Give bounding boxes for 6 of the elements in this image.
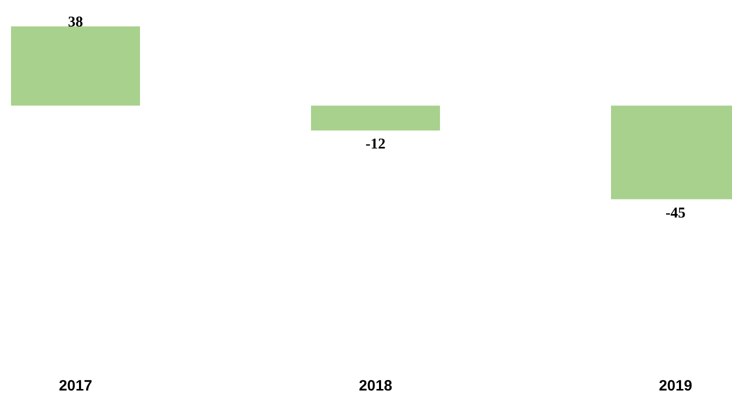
x-tick-label: 2019 [658,378,692,394]
data-label: -45 [666,205,686,222]
x-tick-label: 2018 [358,378,392,394]
data-label: -12 [366,136,386,153]
x-tick-label: 2017 [58,378,92,394]
data-label: 38 [68,14,83,30]
